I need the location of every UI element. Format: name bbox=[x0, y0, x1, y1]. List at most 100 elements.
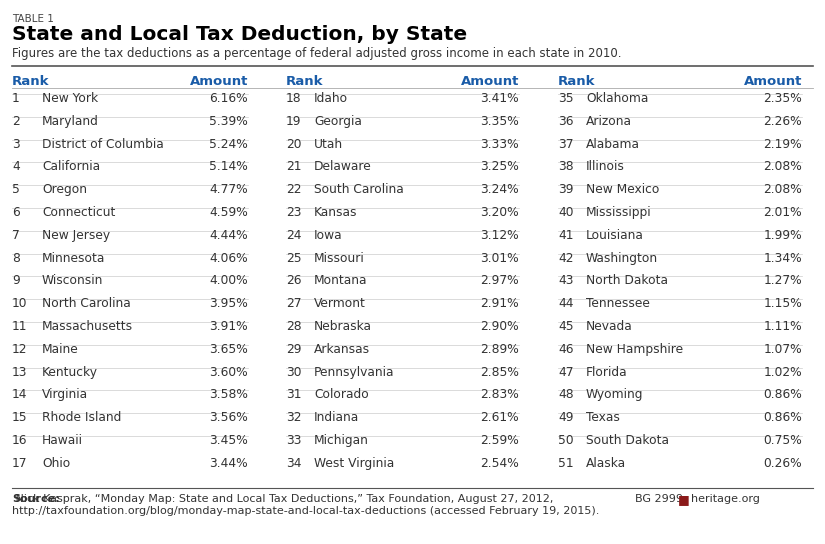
Text: New York: New York bbox=[42, 92, 98, 105]
Text: 48: 48 bbox=[558, 388, 573, 401]
Text: 38: 38 bbox=[558, 160, 573, 174]
Text: 39: 39 bbox=[558, 183, 573, 196]
Text: Montana: Montana bbox=[314, 274, 367, 287]
Text: Louisiana: Louisiana bbox=[586, 229, 644, 242]
Text: 2.59%: 2.59% bbox=[480, 434, 519, 447]
Text: 3.35%: 3.35% bbox=[480, 115, 519, 128]
Text: 33: 33 bbox=[286, 434, 301, 447]
Text: 3.01%: 3.01% bbox=[480, 251, 519, 264]
Text: 1.27%: 1.27% bbox=[763, 274, 802, 287]
Text: Kentucky: Kentucky bbox=[42, 366, 98, 379]
Text: West Virginia: West Virginia bbox=[314, 457, 394, 470]
Text: 2: 2 bbox=[12, 115, 20, 128]
Text: Rhode Island: Rhode Island bbox=[42, 411, 121, 424]
Text: Amount: Amount bbox=[743, 75, 802, 88]
Text: 5.39%: 5.39% bbox=[210, 115, 248, 128]
Text: 2.08%: 2.08% bbox=[763, 160, 802, 174]
Text: 47: 47 bbox=[558, 366, 573, 379]
Text: 5: 5 bbox=[12, 183, 20, 196]
Text: Wyoming: Wyoming bbox=[586, 388, 644, 401]
Text: 18: 18 bbox=[286, 92, 302, 105]
Text: Connecticut: Connecticut bbox=[42, 206, 116, 219]
Text: 0.26%: 0.26% bbox=[763, 457, 802, 470]
Text: Rank: Rank bbox=[558, 75, 596, 88]
Text: 0.86%: 0.86% bbox=[763, 388, 802, 401]
Text: 12: 12 bbox=[12, 343, 27, 356]
Text: 1.34%: 1.34% bbox=[763, 251, 802, 264]
Text: 16: 16 bbox=[12, 434, 27, 447]
Text: 4.00%: 4.00% bbox=[210, 274, 248, 287]
Text: 3.44%: 3.44% bbox=[210, 457, 248, 470]
Text: Illinois: Illinois bbox=[586, 160, 625, 174]
Text: 44: 44 bbox=[558, 297, 573, 310]
Text: 5.24%: 5.24% bbox=[210, 138, 248, 151]
Text: Idaho: Idaho bbox=[314, 92, 348, 105]
Text: 3: 3 bbox=[12, 138, 20, 151]
Text: 20: 20 bbox=[286, 138, 301, 151]
Text: Iowa: Iowa bbox=[314, 229, 342, 242]
Text: Maine: Maine bbox=[42, 343, 78, 356]
Text: Arizona: Arizona bbox=[586, 115, 632, 128]
Text: 19: 19 bbox=[286, 115, 301, 128]
Text: 2.97%: 2.97% bbox=[480, 274, 519, 287]
Text: 3.95%: 3.95% bbox=[210, 297, 248, 310]
Text: Alabama: Alabama bbox=[586, 138, 640, 151]
Text: Arkansas: Arkansas bbox=[314, 343, 370, 356]
Text: New Hampshire: New Hampshire bbox=[586, 343, 683, 356]
Text: 0.86%: 0.86% bbox=[763, 411, 802, 424]
Text: 31: 31 bbox=[286, 388, 301, 401]
Text: 3.60%: 3.60% bbox=[210, 366, 248, 379]
Text: 3.12%: 3.12% bbox=[480, 229, 519, 242]
Text: 1: 1 bbox=[12, 92, 20, 105]
Text: 3.20%: 3.20% bbox=[480, 206, 519, 219]
Text: 32: 32 bbox=[286, 411, 301, 424]
Text: 29: 29 bbox=[286, 343, 301, 356]
Text: North Dakota: North Dakota bbox=[586, 274, 668, 287]
Text: 21: 21 bbox=[286, 160, 301, 174]
Text: 3.25%: 3.25% bbox=[480, 160, 519, 174]
Text: Colorado: Colorado bbox=[314, 388, 369, 401]
Text: 3.45%: 3.45% bbox=[210, 434, 248, 447]
Text: Oregon: Oregon bbox=[42, 183, 87, 196]
Text: Rank: Rank bbox=[286, 75, 323, 88]
Text: 2.91%: 2.91% bbox=[480, 297, 519, 310]
Text: South Carolina: South Carolina bbox=[314, 183, 403, 196]
Text: Georgia: Georgia bbox=[314, 115, 362, 128]
Text: Michigan: Michigan bbox=[314, 434, 369, 447]
Text: heritage.org: heritage.org bbox=[691, 494, 760, 504]
Text: Source:: Source: bbox=[12, 494, 59, 504]
Text: 3.24%: 3.24% bbox=[480, 183, 519, 196]
Text: 24: 24 bbox=[286, 229, 301, 242]
Text: 46: 46 bbox=[558, 343, 573, 356]
Text: ■: ■ bbox=[678, 493, 690, 506]
Text: Missouri: Missouri bbox=[314, 251, 365, 264]
Text: 4.44%: 4.44% bbox=[210, 229, 248, 242]
Text: 1.99%: 1.99% bbox=[763, 229, 802, 242]
Text: 6: 6 bbox=[12, 206, 20, 219]
Text: New Jersey: New Jersey bbox=[42, 229, 110, 242]
Text: 35: 35 bbox=[558, 92, 573, 105]
Text: 0.75%: 0.75% bbox=[763, 434, 802, 447]
Text: 25: 25 bbox=[286, 251, 302, 264]
Text: Massachusetts: Massachusetts bbox=[42, 320, 133, 333]
Text: Nevada: Nevada bbox=[586, 320, 633, 333]
Text: 2.08%: 2.08% bbox=[763, 183, 802, 196]
Text: State and Local Tax Deduction, by State: State and Local Tax Deduction, by State bbox=[12, 25, 467, 44]
Text: 3.41%: 3.41% bbox=[480, 92, 519, 105]
Text: 9: 9 bbox=[12, 274, 20, 287]
Text: Ohio: Ohio bbox=[42, 457, 70, 470]
Text: Texas: Texas bbox=[586, 411, 620, 424]
Text: Amount: Amount bbox=[460, 75, 519, 88]
Text: 27: 27 bbox=[286, 297, 301, 310]
Text: 15: 15 bbox=[12, 411, 27, 424]
Text: 42: 42 bbox=[558, 251, 573, 264]
Text: 2.90%: 2.90% bbox=[480, 320, 519, 333]
Text: 37: 37 bbox=[558, 138, 573, 151]
Text: TABLE 1: TABLE 1 bbox=[12, 14, 54, 24]
Text: 4.59%: 4.59% bbox=[210, 206, 248, 219]
Text: 30: 30 bbox=[286, 366, 301, 379]
Text: 2.85%: 2.85% bbox=[480, 366, 519, 379]
Text: 28: 28 bbox=[286, 320, 302, 333]
Text: 7: 7 bbox=[12, 229, 20, 242]
Text: 43: 43 bbox=[558, 274, 573, 287]
